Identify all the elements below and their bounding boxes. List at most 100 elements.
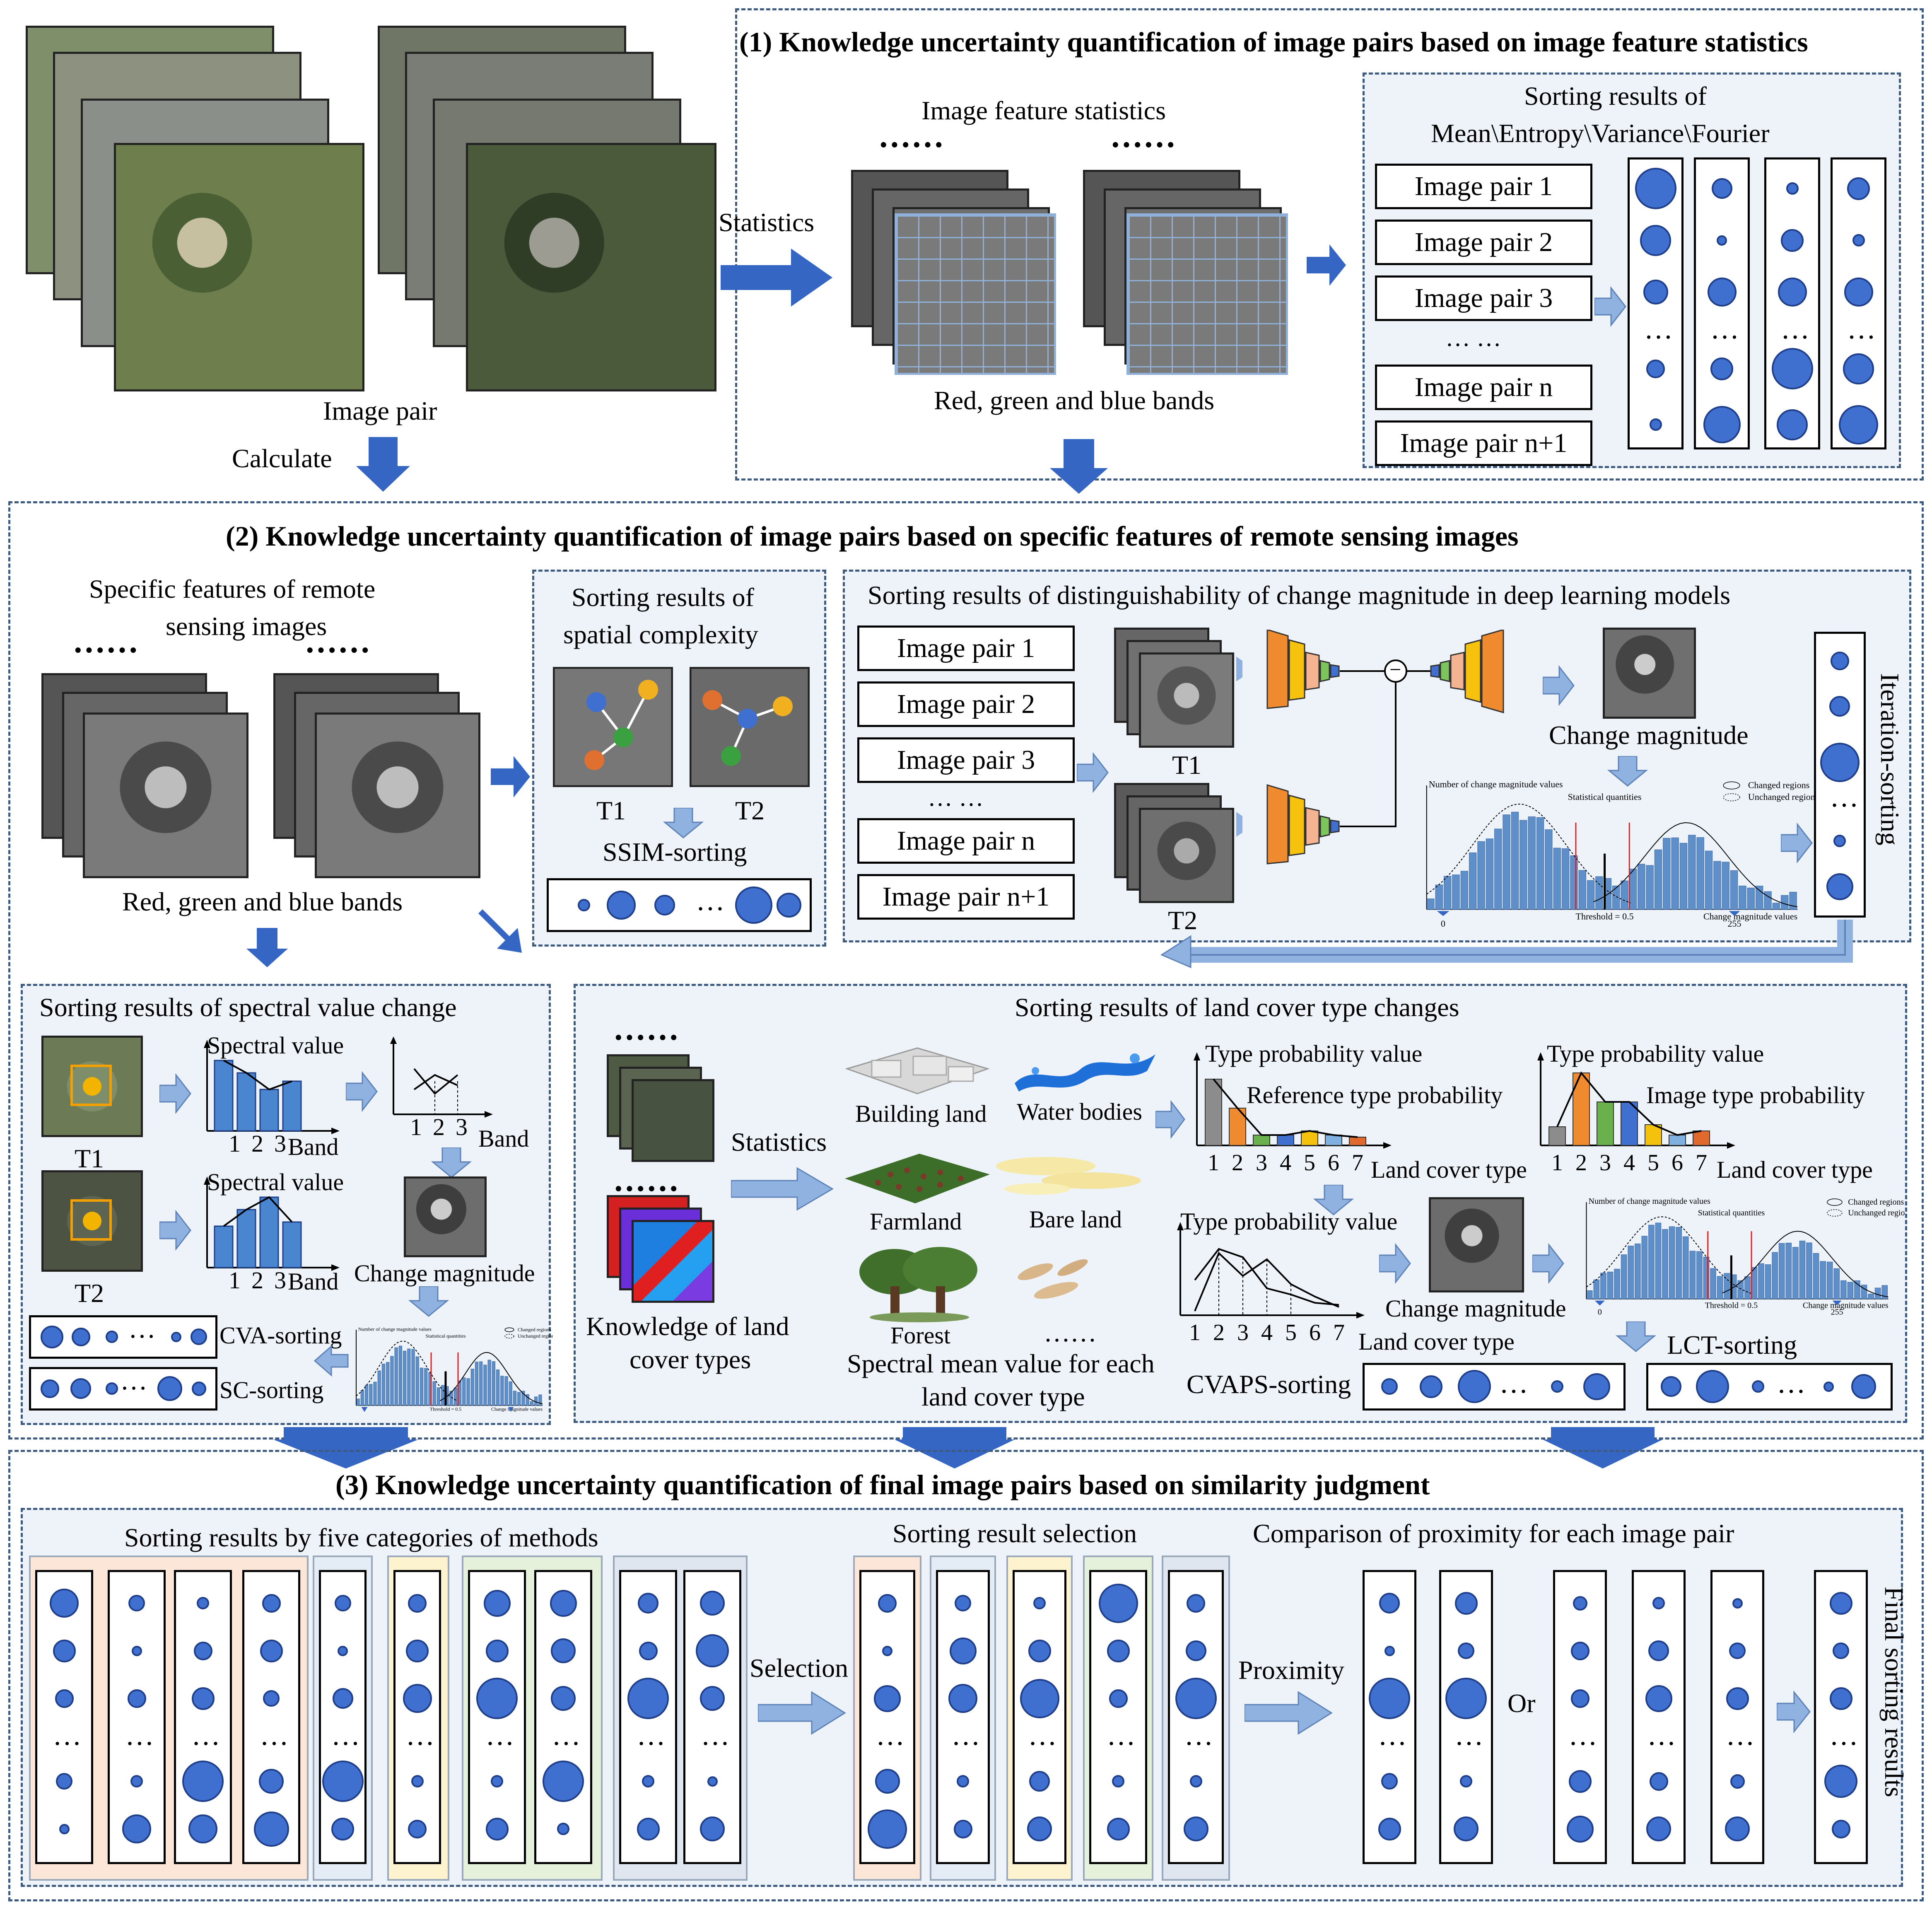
spatial-t1: T1 xyxy=(596,796,626,825)
specific-title-2: sensing images xyxy=(166,611,327,641)
hist-threshold-label: Threshold = 0.5 xyxy=(1705,1301,1758,1310)
specific-bands-label: Red, green and blue bands xyxy=(122,887,403,916)
final-rank-dot xyxy=(1726,1687,1749,1710)
image-pair-label: Image pair xyxy=(323,396,437,425)
deep-pair-item: … … xyxy=(928,784,984,811)
final-rank-dot xyxy=(55,1689,74,1708)
cva-rank-dot xyxy=(71,1327,90,1346)
final-rank-dot: … xyxy=(701,1720,730,1751)
lc-tick: 7 xyxy=(1352,1150,1363,1176)
cvaps-rank-dot xyxy=(1458,1370,1491,1403)
cva-rank-dot xyxy=(191,1328,207,1345)
final-rank-dot: … xyxy=(53,1720,82,1751)
final-rank-dot xyxy=(1384,1645,1395,1656)
ssim-ellipsis: … xyxy=(696,885,725,917)
iteration-rank-dot xyxy=(1829,696,1850,717)
hist-threshold-label: Threshold = 0.5 xyxy=(430,1406,461,1412)
stats-rank-dot: … xyxy=(1780,313,1810,345)
final-rank-dot xyxy=(59,1824,70,1834)
sc-rank-dot xyxy=(157,1376,182,1401)
band-tick: 3 xyxy=(274,1267,286,1292)
band-tick: 3 xyxy=(456,1114,468,1140)
stats-rank-dot: … xyxy=(1644,313,1673,345)
stats-rank-dot xyxy=(1839,405,1878,444)
final-rank-dot xyxy=(875,1769,900,1794)
img-prob-label: Image type probability xyxy=(1646,1082,1865,1109)
lct-rank-dot xyxy=(1696,1370,1729,1403)
stats-rank-dot xyxy=(1781,229,1804,252)
final-rank-dot xyxy=(627,1678,669,1719)
hist-unchanged-label: Unchanged regions xyxy=(518,1333,553,1339)
lct-rank-dot xyxy=(1823,1381,1834,1392)
or-label: Or xyxy=(1507,1688,1536,1718)
ssim-rank-dot xyxy=(735,886,772,924)
diff-type-prob-label: Type probability value xyxy=(1180,1208,1398,1235)
cvaps-rank-dot xyxy=(1583,1373,1610,1400)
final-rank-dot xyxy=(259,1769,284,1794)
final-rank-dot xyxy=(131,1645,142,1656)
final-rank-dot xyxy=(127,1689,146,1708)
landcover-statistics-label: Statistics xyxy=(731,1127,827,1157)
final-rank-dot xyxy=(1568,1770,1592,1793)
iteration-loop-arrow xyxy=(1160,920,1853,969)
final-rank-dot xyxy=(700,1816,725,1841)
final-rank-dot xyxy=(56,1773,72,1790)
spatial-graph-t1 xyxy=(553,667,673,787)
hist-x-label: Change magnitude values xyxy=(1803,1301,1889,1310)
water-bodies-label: Water bodies xyxy=(1017,1098,1142,1125)
hist-stat-label: Statistical quantities xyxy=(426,1333,466,1339)
stats-pair-item: Image pair 1 xyxy=(1375,164,1592,209)
hist-tick-0: 0 xyxy=(1598,1308,1602,1317)
lct-rank-dot xyxy=(1661,1376,1681,1397)
specific-dots-left: ······ xyxy=(72,632,139,669)
forest-label: Forest xyxy=(890,1322,950,1349)
stats-sorting-column xyxy=(1694,157,1750,449)
sc-ellipsis: … xyxy=(120,1365,147,1396)
final-rank-dot xyxy=(408,1594,427,1613)
farmland-label: Farmland xyxy=(870,1208,962,1235)
lct-ellipsis: … xyxy=(1777,1367,1806,1399)
knowledge-label-1: Knowledge of land xyxy=(586,1312,789,1341)
hist-tick-255: 255 xyxy=(1728,918,1741,929)
lc-tick: 7 xyxy=(1333,1320,1345,1345)
cvaps-rank-dot xyxy=(1419,1375,1442,1398)
spectral-t1-arrow xyxy=(159,1073,191,1114)
final-rank-dot xyxy=(263,1690,280,1707)
final-rank-dot xyxy=(1454,1592,1478,1615)
iteration-rank-dot xyxy=(1833,835,1846,847)
hist-to-lct-arrow xyxy=(1615,1321,1657,1352)
final-arrow xyxy=(1777,1690,1811,1734)
hist-changed-label: Changed regions xyxy=(518,1327,551,1333)
final-rank-dot xyxy=(193,1641,212,1660)
final-rank-dot xyxy=(191,1687,215,1710)
final-rank-dot xyxy=(551,1638,576,1663)
ssim-rank-dot xyxy=(578,899,590,911)
feature-to-sort-arrow xyxy=(1307,244,1346,286)
final-rank-dot xyxy=(948,1684,977,1713)
sc-rank-dot xyxy=(191,1381,206,1396)
sc-rank-dot xyxy=(70,1378,91,1399)
lc-tick: 7 xyxy=(1696,1150,1707,1176)
final-rank-dot: … xyxy=(1378,1720,1407,1751)
final-rank-dot xyxy=(1729,1642,1746,1659)
bare-land-label: Bare land xyxy=(1029,1206,1122,1233)
final-rank-dot xyxy=(1112,1775,1124,1787)
band-tick: 2 xyxy=(251,1130,263,1156)
final-rank-dot: … xyxy=(637,1720,666,1751)
final-sorting-column xyxy=(1553,1570,1607,1864)
hist-tick-255: 255 xyxy=(1831,1308,1843,1317)
spectral-mean-label-1: Spectral mean value for each xyxy=(847,1349,1155,1378)
lc-tick: 3 xyxy=(1237,1320,1249,1345)
feature-dots-left: ······ xyxy=(878,127,945,163)
iteration-rank-dot xyxy=(1820,742,1860,782)
landcover-change-magnitude-label: Change magnitude xyxy=(1385,1295,1566,1322)
final-rank-dot xyxy=(639,1641,658,1660)
band-tick: 2 xyxy=(251,1267,263,1292)
final-rank-dot xyxy=(1379,1593,1400,1613)
final-rank-dot xyxy=(332,1688,353,1709)
final-rank-dot: … xyxy=(1107,1720,1136,1751)
final-sorting-column xyxy=(1710,1570,1764,1864)
spatial-title-1: Sorting results of xyxy=(572,582,754,612)
